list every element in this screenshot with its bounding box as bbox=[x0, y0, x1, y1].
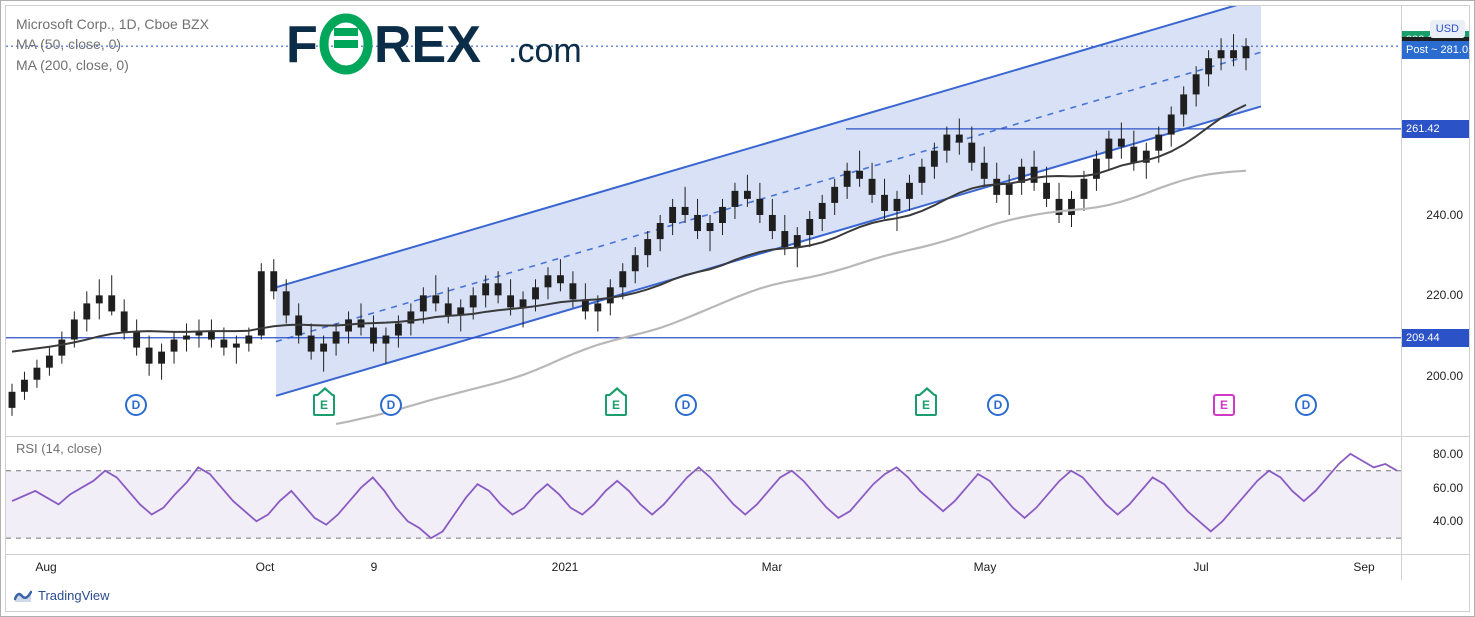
svg-text:F: F bbox=[286, 16, 318, 74]
svg-text:REX: REX bbox=[374, 16, 481, 74]
time-tick: Aug bbox=[35, 560, 56, 574]
rsi-pane[interactable]: RSI (14, close) bbox=[6, 436, 1401, 554]
time-tick: May bbox=[974, 560, 997, 574]
currency-badge: USD bbox=[1430, 20, 1465, 38]
price-tick: 240.00 bbox=[1426, 208, 1463, 222]
earnings-marker[interactable]: E bbox=[915, 394, 937, 416]
dividend-marker[interactable]: D bbox=[380, 394, 402, 416]
earnings-marker[interactable]: E bbox=[605, 394, 627, 416]
price-plot bbox=[6, 6, 1401, 436]
attribution-text: TradingView bbox=[38, 588, 110, 603]
time-tick: Sep bbox=[1353, 560, 1374, 574]
rsi-axis[interactable]: 40.00 60.00 80.00 bbox=[1401, 436, 1469, 554]
price-tick: 220.00 bbox=[1426, 288, 1463, 302]
price-flag: 209.44 bbox=[1402, 329, 1469, 347]
time-tick: 9 bbox=[371, 560, 378, 574]
time-axis-corner bbox=[1401, 554, 1469, 580]
dividend-marker[interactable]: D bbox=[1295, 394, 1317, 416]
price-tick: 200.00 bbox=[1426, 369, 1463, 383]
earnings-marker[interactable]: E bbox=[313, 394, 335, 416]
time-tick: Oct bbox=[256, 560, 275, 574]
svg-text:.com: .com bbox=[508, 32, 582, 70]
chart-legend: Microsoft Corp., 1D, Cboe BZX MA (50, cl… bbox=[16, 14, 209, 75]
time-axis[interactable]: Aug Oct 9 2021 Mar May Jul Sep bbox=[6, 554, 1401, 580]
time-tick: Mar bbox=[762, 560, 783, 574]
chart-container: Microsoft Corp., 1D, Cboe BZX MA (50, cl… bbox=[5, 5, 1470, 612]
rsi-label: RSI (14, close) bbox=[16, 441, 102, 456]
price-flag: 261.42 bbox=[1402, 120, 1469, 138]
legend-ma200: MA (200, close, 0) bbox=[16, 55, 209, 75]
legend-ma50: MA (50, close, 0) bbox=[16, 34, 209, 54]
time-tick: 2021 bbox=[552, 560, 579, 574]
dividend-marker[interactable]: D bbox=[675, 394, 697, 416]
dividend-marker[interactable]: D bbox=[987, 394, 1009, 416]
rsi-tick: 80.00 bbox=[1433, 447, 1463, 461]
tradingview-icon bbox=[14, 589, 32, 603]
price-pane[interactable]: Microsoft Corp., 1D, Cboe BZX MA (50, cl… bbox=[6, 6, 1401, 436]
price-axis[interactable]: 200.00220.00240.00 283.62MSFT 281.68Post… bbox=[1401, 6, 1469, 436]
time-tick: Jul bbox=[1193, 560, 1208, 574]
dividend-marker[interactable]: D bbox=[125, 394, 147, 416]
rsi-tick: 60.00 bbox=[1433, 481, 1463, 495]
rsi-plot bbox=[6, 437, 1401, 554]
forex-logo: F REX .com bbox=[286, 10, 596, 87]
rsi-tick: 40.00 bbox=[1433, 514, 1463, 528]
legend-symbol: Microsoft Corp., 1D, Cboe BZX bbox=[16, 14, 209, 34]
earnings-upcoming-marker[interactable]: E bbox=[1213, 394, 1235, 416]
price-flag: Post ~ 281.01 bbox=[1402, 41, 1469, 59]
attribution[interactable]: TradingView bbox=[14, 584, 1461, 603]
